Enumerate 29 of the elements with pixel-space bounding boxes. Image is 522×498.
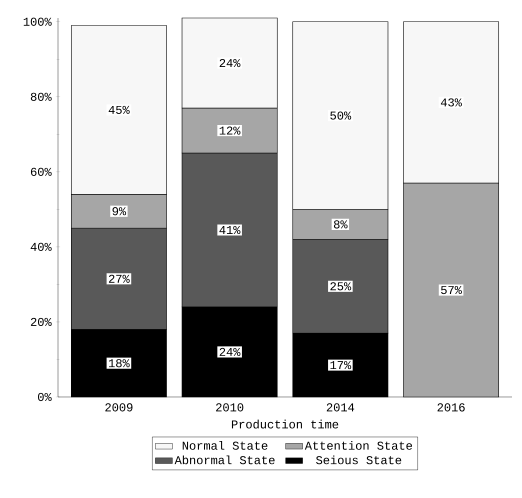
x-axis-title: Production time [232, 420, 338, 429]
data-label: 12% [220, 126, 240, 135]
x-tick-label: 2010 [216, 403, 244, 412]
legend-label: Abnormal State [174, 455, 275, 464]
legend-label: Seious State [316, 455, 402, 464]
y-tick-label: 0% [38, 392, 52, 402]
y-tick-label: 40% [30, 242, 52, 251]
y-tick-label: 100% [24, 18, 52, 26]
x-tick-label: 2016 [438, 403, 465, 412]
data-label: 24% [220, 58, 240, 68]
data-label: 8% [334, 220, 348, 228]
x-tick-label: 2009 [105, 403, 132, 412]
y-tick-label: 60% [30, 168, 52, 176]
legend-label: Attention State [304, 440, 412, 450]
y-tick-label: 80% [30, 92, 52, 101]
data-label: 41% [219, 226, 240, 234]
data-label: 57% [441, 286, 462, 294]
data-label: 18% [108, 359, 130, 368]
data-label: 45% [108, 106, 130, 114]
data-label: 50% [330, 111, 352, 120]
data-label: 27% [108, 274, 130, 283]
x-tick-label: 2014 [326, 403, 354, 412]
y-tick-label: 20% [30, 318, 52, 326]
data-label: 9% [112, 207, 126, 216]
data-label: 43% [440, 98, 462, 106]
legend-label: Normal State [182, 440, 268, 450]
data-label: 24% [220, 348, 240, 356]
data-label: 17% [330, 361, 352, 370]
data-label: 25% [330, 282, 352, 290]
